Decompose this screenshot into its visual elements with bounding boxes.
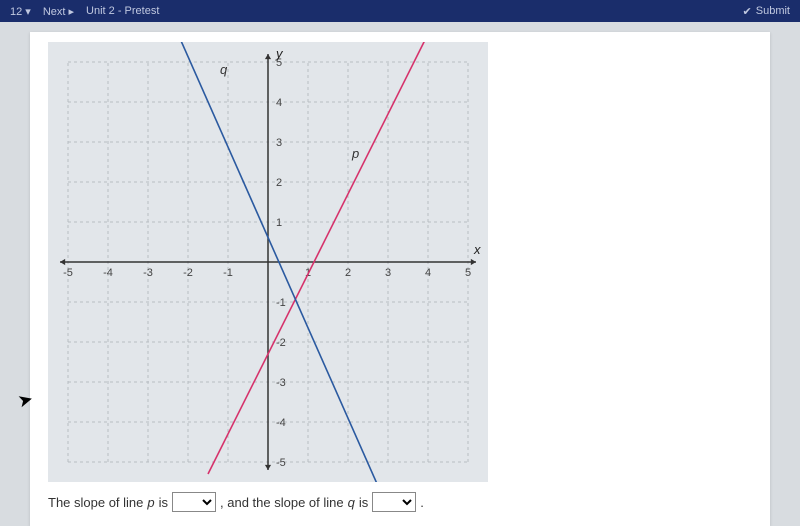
coordinate-graph: -5-4-3-2-112345-5-4-3-2-112345xypq xyxy=(48,42,488,482)
slope-q-select[interactable] xyxy=(372,492,416,512)
variable-p: p xyxy=(147,495,154,510)
svg-text:-1: -1 xyxy=(276,297,286,309)
graph-svg: -5-4-3-2-112345-5-4-3-2-112345xypq xyxy=(48,42,488,482)
text-part: is xyxy=(359,495,368,510)
svg-text:p: p xyxy=(351,146,359,161)
unit-title: Unit 2 - Pretest xyxy=(86,5,159,18)
svg-text:-5: -5 xyxy=(276,457,286,469)
text-part: is xyxy=(159,495,168,510)
svg-text:4: 4 xyxy=(276,97,282,109)
content-panel: -5-4-3-2-112345-5-4-3-2-112345xypq The s… xyxy=(30,32,770,526)
text-part: The slope of line xyxy=(48,495,143,510)
next-button[interactable]: Next ▸ xyxy=(43,5,74,18)
svg-text:-3: -3 xyxy=(276,377,286,389)
check-icon: ✔ xyxy=(743,5,752,18)
svg-text:-2: -2 xyxy=(183,267,193,279)
svg-text:1: 1 xyxy=(276,217,282,229)
svg-text:-5: -5 xyxy=(63,267,73,279)
question-counter[interactable]: 12 ▾ xyxy=(10,5,31,18)
svg-text:x: x xyxy=(473,242,481,257)
svg-text:q: q xyxy=(220,62,228,77)
svg-text:5: 5 xyxy=(465,267,471,279)
svg-text:-4: -4 xyxy=(103,267,113,279)
svg-text:3: 3 xyxy=(385,267,391,279)
slope-p-select[interactable] xyxy=(172,492,216,512)
submit-button[interactable]: ✔ Submit xyxy=(743,5,790,18)
svg-text:2: 2 xyxy=(345,267,351,279)
text-part: , and the slope of line xyxy=(220,495,344,510)
svg-text:3: 3 xyxy=(276,137,282,149)
svg-text:2: 2 xyxy=(276,177,282,189)
variable-q: q xyxy=(348,495,355,510)
svg-text:-3: -3 xyxy=(143,267,153,279)
svg-text:-2: -2 xyxy=(276,337,286,349)
svg-text:-1: -1 xyxy=(223,267,233,279)
answer-sentence: The slope of line p is , and the slope o… xyxy=(48,492,752,512)
text-part: . xyxy=(420,495,424,510)
svg-text:-4: -4 xyxy=(276,417,286,429)
svg-text:4: 4 xyxy=(425,267,431,279)
top-bar: 12 ▾ Next ▸ Unit 2 - Pretest ✔ Submit xyxy=(0,0,800,22)
